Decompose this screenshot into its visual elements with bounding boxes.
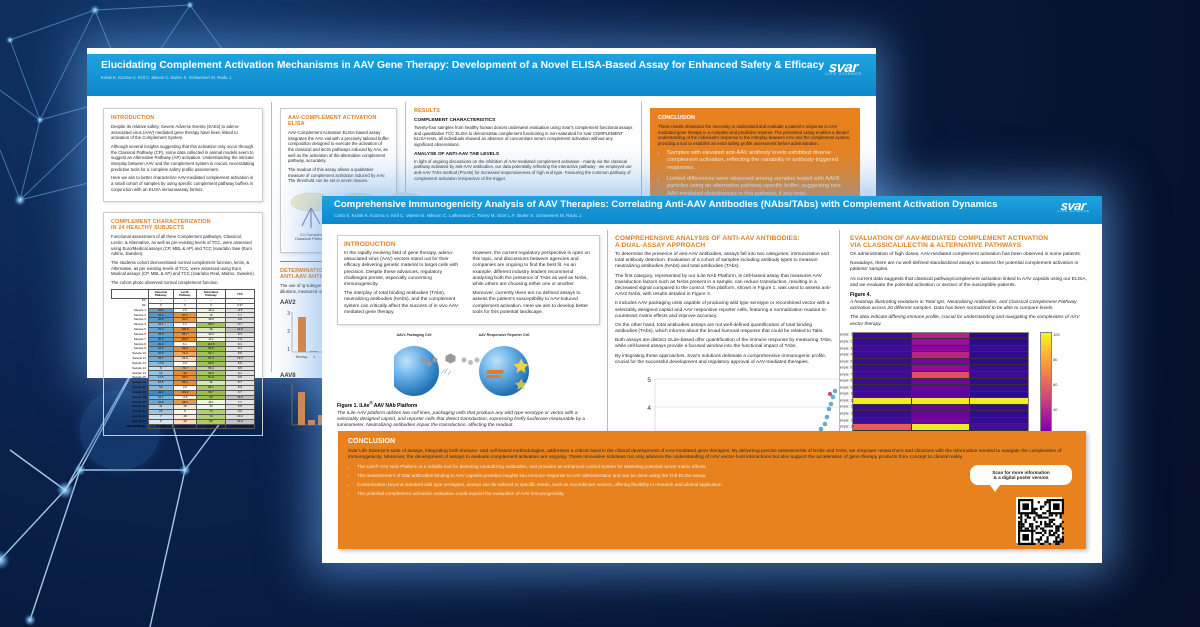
- svg-text:Nonsp.: Nonsp.: [296, 354, 309, 359]
- svg-text:5: 5: [647, 377, 651, 384]
- svg-text:3: 3: [287, 311, 290, 317]
- svg-text:1.5: 1.5: [283, 384, 290, 390]
- svg-text:AAVs Packaging Cell: AAVs Packaging Cell: [396, 333, 431, 337]
- svg-text:1: 1: [287, 347, 290, 353]
- svg-text:AAV Responsive Reporter Cell: AAV Responsive Reporter Cell: [478, 333, 529, 337]
- svg-text:1.0: 1.0: [283, 402, 290, 408]
- svg-text:Nonsp.: Nonsp.: [295, 427, 308, 432]
- svg-text:4: 4: [647, 405, 651, 412]
- svg-text:1: 1: [313, 354, 316, 359]
- svg-text:2: 2: [287, 329, 290, 335]
- svg-text:0.5: 0.5: [283, 420, 290, 426]
- svg-text:1: 1: [310, 427, 313, 432]
